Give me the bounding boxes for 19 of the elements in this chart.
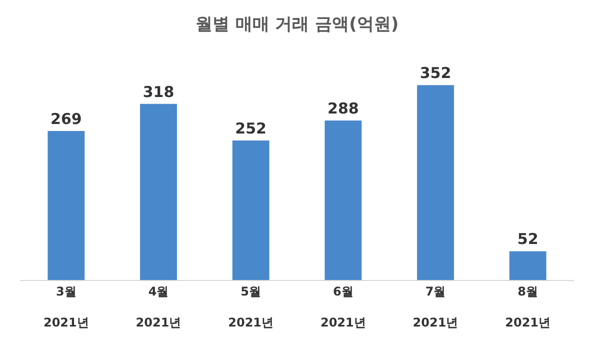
data-label: 52	[517, 230, 538, 248]
data-label: 318	[142, 82, 174, 101]
bar	[140, 104, 177, 280]
bar	[509, 251, 546, 280]
data-label: 352	[420, 64, 452, 82]
category-label: 6월 2021년	[320, 284, 366, 330]
data-label: 269	[50, 110, 82, 128]
bar	[324, 120, 362, 280]
category-label: 4월 2021년	[136, 284, 182, 330]
data-label: 252	[235, 119, 266, 138]
category-label: 5월 2021년	[228, 284, 274, 330]
bar	[48, 131, 85, 280]
data-label: 288	[328, 100, 359, 118]
bar	[417, 85, 454, 280]
bar	[232, 140, 270, 280]
chart-title: 월별 매매 거래 금액(억원)	[195, 14, 399, 34]
category-label: 8월 2021년	[505, 284, 551, 330]
category-label: 3월 2021년	[43, 284, 89, 330]
category-label: 7월 2021년	[412, 284, 458, 330]
